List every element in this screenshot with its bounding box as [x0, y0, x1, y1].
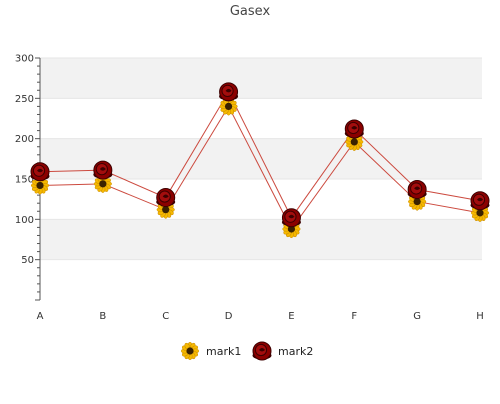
y-tick-label: 150	[15, 175, 34, 186]
grid-band	[40, 138, 482, 179]
x-tick-label: H	[476, 311, 484, 322]
rose-swirl	[351, 125, 358, 130]
x-tick-label: F	[351, 311, 357, 322]
chart-title: Gasex	[230, 4, 271, 19]
rose-swirl	[477, 197, 483, 202]
sunflower-center	[287, 225, 296, 233]
y-tick-label: 300	[15, 54, 34, 65]
data-point-rose-icon	[407, 179, 427, 199]
data-point-sunflower-icon	[219, 97, 238, 116]
rose-swirl	[259, 348, 265, 352]
rose-swirl	[99, 167, 106, 171]
sunflower-center	[186, 347, 194, 355]
legend: mark1 mark2	[180, 341, 313, 361]
data-point-rose-icon	[281, 208, 301, 228]
grid-band	[40, 219, 482, 260]
x-tick-label: B	[99, 311, 106, 322]
legend-item: mark2	[252, 341, 313, 361]
x-tick-label: C	[162, 311, 169, 322]
rose-swirl	[225, 88, 232, 93]
y-tick-label: 250	[15, 94, 34, 105]
x-tick-label: A	[37, 311, 44, 322]
data-point-rose-icon	[93, 160, 113, 180]
data-point-rose-icon	[30, 162, 50, 182]
data-point-rose-icon	[344, 119, 364, 139]
legend-sunflower-icon	[180, 341, 200, 361]
legend-label: mark2	[278, 345, 313, 358]
sunflower-center	[350, 138, 358, 146]
rose-swirl	[162, 194, 169, 199]
data-point-rose-icon	[156, 188, 176, 208]
rose-swirl	[37, 168, 43, 173]
y-axis-ticks: 50 100 150 200 250 300	[15, 54, 34, 267]
data-point-rose-icon	[470, 191, 490, 211]
x-tick-label: G	[413, 311, 421, 322]
x-tick-label: D	[225, 311, 233, 322]
sunflower-center	[162, 206, 170, 214]
x-tick-label: E	[288, 311, 294, 322]
sunflower-center	[224, 102, 233, 110]
legend-rose-icon	[252, 341, 272, 361]
x-axis-ticks: A B C D E F G H	[37, 311, 484, 322]
rose-swirl	[288, 214, 295, 219]
series-line	[39, 90, 481, 219]
legend-item: mark1	[180, 341, 241, 361]
y-tick-label: 200	[15, 134, 34, 145]
series-lines	[39, 90, 481, 230]
grid-bands	[40, 57, 482, 261]
sunflower-center	[413, 197, 421, 206]
data-point-sunflower-icon	[345, 132, 364, 151]
y-tick-label: 100	[15, 215, 34, 226]
data-point-rose-icon	[219, 82, 239, 102]
sunflower-center	[36, 181, 44, 190]
series-line	[39, 105, 481, 230]
rose-swirl	[414, 186, 421, 190]
y-tick-label: 50	[21, 255, 34, 266]
legend-label: mark1	[206, 345, 241, 358]
series-markers	[30, 82, 490, 239]
sunflower-center	[99, 180, 107, 188]
sunflower-center	[476, 209, 484, 217]
grid-band	[40, 58, 482, 99]
